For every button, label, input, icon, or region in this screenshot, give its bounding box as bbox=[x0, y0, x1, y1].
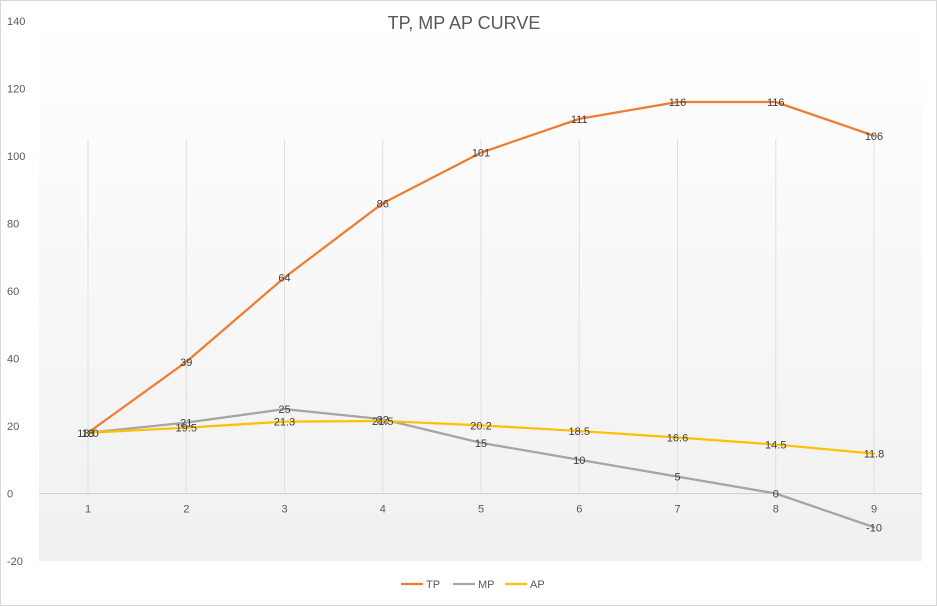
legend-label-tp: TP bbox=[426, 579, 440, 591]
data-label-ap: 19.5 bbox=[176, 423, 197, 435]
grid-lines bbox=[87, 139, 875, 494]
data-label-ap: 14.5 bbox=[765, 440, 786, 452]
data-label-tp: 116 bbox=[767, 97, 785, 109]
series-line-ap bbox=[86, 419, 876, 455]
data-label-ap: 18.5 bbox=[569, 426, 590, 438]
data-label-tp: 64 bbox=[278, 273, 290, 285]
legend-label-mp: MP bbox=[478, 579, 495, 591]
y-tick-label: 120 bbox=[7, 84, 25, 96]
x-tick-label: 7 bbox=[674, 504, 680, 516]
data-label-tp: 106 bbox=[865, 131, 883, 143]
data-label-mp: 21 bbox=[180, 418, 192, 430]
x-tick-label: 2 bbox=[183, 504, 189, 516]
y-tick-label: 20 bbox=[7, 421, 19, 433]
data-label-mp: 0 bbox=[773, 489, 779, 501]
y-tick-label: 100 bbox=[7, 151, 25, 163]
series-line-tp bbox=[86, 100, 876, 434]
data-label-mp: 5 bbox=[674, 472, 680, 484]
chart-title: TP, MP AP CURVE bbox=[388, 13, 541, 33]
y-axis: -20 0 20 40 60 80 100 120 140 bbox=[7, 16, 25, 568]
x-tick-label: 6 bbox=[576, 504, 582, 516]
series-lines bbox=[86, 100, 876, 529]
y-tick-label: -20 bbox=[7, 556, 23, 568]
legend-label-ap: AP bbox=[530, 579, 545, 591]
data-label-tp: 18 bbox=[82, 428, 94, 440]
x-tick-label: 4 bbox=[380, 504, 386, 516]
x-tick-label: 1 bbox=[85, 504, 91, 516]
data-label-mp: 25 bbox=[278, 404, 290, 416]
y-tick-label: 0 bbox=[7, 489, 13, 501]
data-label-ap: 20.2 bbox=[470, 420, 491, 432]
y-tick-label: 40 bbox=[7, 354, 19, 366]
data-label-ap: 16.6 bbox=[667, 432, 688, 444]
x-tick-label: 3 bbox=[281, 504, 287, 516]
data-label-tp: 111 bbox=[571, 114, 588, 126]
data-label-ap: 11.8 bbox=[864, 449, 885, 461]
data-label-ap: 21.3 bbox=[274, 417, 295, 429]
y-tick-label: 140 bbox=[7, 16, 25, 28]
data-label-mp: 22 bbox=[377, 414, 389, 426]
x-tick-label: 5 bbox=[478, 504, 484, 516]
data-label-tp: 86 bbox=[377, 198, 389, 210]
data-label-mp: -10 bbox=[866, 522, 882, 534]
data-label-ap: 18.0 bbox=[77, 428, 98, 440]
data-label-ap: 21.5 bbox=[372, 416, 393, 428]
x-tick-label: 9 bbox=[871, 504, 877, 516]
x-tick-label: 8 bbox=[773, 504, 779, 516]
data-label-tp: 101 bbox=[472, 148, 490, 160]
y-tick-label: 60 bbox=[7, 286, 19, 298]
y-tick-label: 80 bbox=[7, 219, 19, 231]
legend: TP MP AP bbox=[401, 579, 545, 591]
data-label-mp: 10 bbox=[573, 455, 585, 467]
data-label-mp: 18 bbox=[82, 428, 94, 440]
data-label-tp: 39 bbox=[180, 357, 192, 369]
data-label-tp: 116 bbox=[669, 97, 687, 109]
series-line-mp bbox=[86, 408, 876, 529]
data-label-mp: 15 bbox=[475, 438, 487, 450]
